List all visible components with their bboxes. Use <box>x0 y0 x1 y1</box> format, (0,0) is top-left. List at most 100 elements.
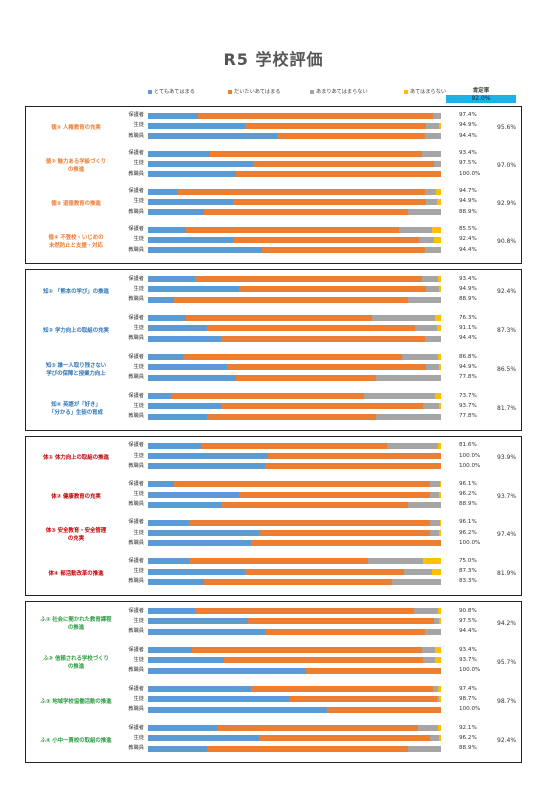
category-label: 知③ 誰一人取り残さない 学びの保障と授業力向上 <box>28 362 124 378</box>
row-group-label: 生徒 <box>133 198 144 205</box>
row-group-label: 教職員 <box>128 745 144 752</box>
row-rate: 96.2% <box>459 529 477 536</box>
bar-segment <box>148 198 233 205</box>
row-rate: 100.0% <box>459 462 481 469</box>
row-rate: 73.7% <box>459 392 477 399</box>
stacked-bar <box>148 657 441 664</box>
category-label: 体③ 安全教育・安全管理 の充実 <box>28 527 124 543</box>
bar-segment <box>221 501 409 508</box>
stacked-bar <box>148 226 441 233</box>
stacked-bar <box>148 463 441 470</box>
category-label-line: 「分かる」生徒の育成 <box>49 409 103 416</box>
bar-segment <box>148 160 254 167</box>
category-label-line: 体③ 安全教育・安全管理 <box>45 528 107 535</box>
bar-segment <box>438 725 441 732</box>
bar-segment <box>148 628 266 635</box>
bar-segment <box>439 519 441 526</box>
bar-segment <box>244 568 404 575</box>
category-label: 知④ 英語が「好き」 「分かる」生徒の育成 <box>28 401 124 417</box>
category-total: 87.3% <box>497 326 517 334</box>
row-rate: 94.4% <box>459 246 477 253</box>
bar-segment <box>259 530 430 537</box>
bar-segment <box>148 453 269 460</box>
bar-segment <box>148 413 207 420</box>
row-group-label: 生徒 <box>133 363 144 370</box>
bar-segment <box>148 364 228 371</box>
row-group-label: 生徒 <box>133 734 144 741</box>
bar-segment <box>148 325 207 332</box>
bar-segment <box>432 226 441 233</box>
stacked-bar <box>148 236 441 243</box>
row-rate: 92.4% <box>459 236 477 243</box>
bar-segment <box>408 209 441 216</box>
bar-segment <box>148 696 289 703</box>
row-group-label: 教職員 <box>128 208 144 215</box>
bar-segment <box>433 112 441 119</box>
stacked-bar <box>148 198 441 205</box>
row-rate: 91.1% <box>459 324 477 331</box>
category-label-line: 体④ 部活動改革の推進 <box>48 570 104 577</box>
row-rate: 97.5% <box>459 617 477 624</box>
row-rate: 100.0% <box>459 170 481 177</box>
bar-segment <box>148 540 251 547</box>
category-total: 97.0% <box>497 162 517 169</box>
category-total: 95.6% <box>497 124 517 131</box>
row-group-label: 生徒 <box>133 695 144 702</box>
stacked-bar <box>148 403 441 410</box>
bar-segment <box>148 354 184 361</box>
stacked-bar <box>148 706 441 713</box>
bar-segment <box>171 393 364 400</box>
bar-segment <box>363 393 436 400</box>
category-label-line: 未然防止と支援・対応 <box>49 243 103 249</box>
bar-segment <box>417 725 439 732</box>
category-total: 93.9% <box>497 454 517 462</box>
bar-segment <box>438 354 441 361</box>
bar-segment <box>439 286 441 293</box>
stacked-bar <box>148 501 441 508</box>
bar-segment <box>408 296 441 303</box>
bar-segment <box>425 188 436 195</box>
stacked-bar <box>148 133 441 140</box>
bar-segment <box>148 491 239 498</box>
bar-segment <box>227 364 427 371</box>
bar-segment <box>148 122 245 129</box>
category-label: ふ② 信頼される学校づくり の推進 <box>28 655 124 671</box>
row-group-label: 生徒 <box>133 568 144 575</box>
legend-label: あまりあてはまらない <box>316 89 368 95</box>
bar-segment <box>424 133 441 140</box>
bar-segment <box>414 608 439 615</box>
bar-segment <box>148 463 266 470</box>
bar-segment <box>326 706 441 713</box>
row-group-label: 生徒 <box>133 285 144 292</box>
category-total: 81.7% <box>497 404 517 412</box>
stacked-bar <box>148 481 441 488</box>
stacked-bar <box>148 608 441 615</box>
bar-segment <box>426 122 440 129</box>
bar-segment <box>191 647 422 654</box>
bar-segment <box>439 403 441 410</box>
category-label: 徳③ 道徳教育の推進 <box>28 200 124 208</box>
stacked-bar <box>148 364 441 371</box>
legend-item: あまりあてはまらない <box>310 88 368 95</box>
category-label-line: 知① 「熊本の学び」の推進 <box>43 288 109 295</box>
stacked-bar <box>148 354 441 361</box>
stacked-bar <box>148 628 441 635</box>
row-group-label: 生徒 <box>133 529 144 536</box>
bar-segment <box>439 491 441 498</box>
row-rate: 93.4% <box>459 150 477 157</box>
stacked-bar <box>148 442 441 449</box>
category-label-line: 体① 体力向上の取組の推進 <box>43 455 109 462</box>
row-group-label: 保護者 <box>128 607 144 614</box>
category-total: 93.7% <box>497 492 517 500</box>
rate-total-badge: 92.0% <box>446 95 516 103</box>
bar-segment <box>438 276 441 283</box>
legend-item: あてはまらない <box>404 88 446 95</box>
stacked-bar <box>148 276 441 283</box>
bar-segment <box>148 667 307 674</box>
category-label: 体① 体力向上の取組の推進 <box>28 454 124 462</box>
row-rate: 92.1% <box>459 724 477 731</box>
stacked-bar <box>148 578 441 585</box>
bar-segment <box>247 618 434 625</box>
bar-segment <box>367 558 424 565</box>
stacked-bar <box>148 188 441 195</box>
